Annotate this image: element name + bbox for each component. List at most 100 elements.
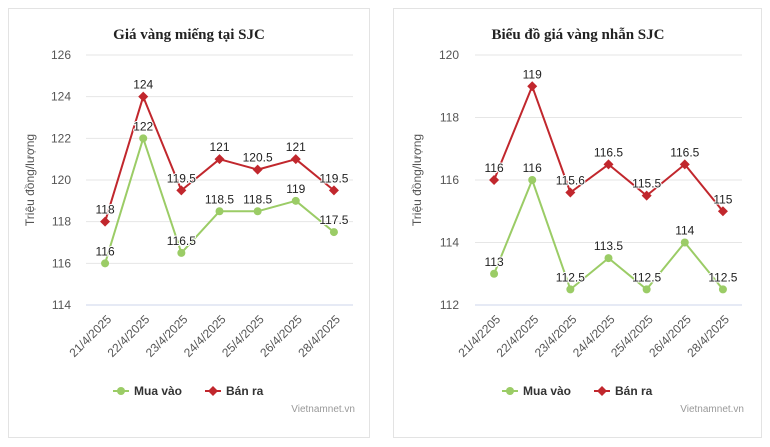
- legend-item-mua-vao[interactable]: Mua vào: [502, 384, 571, 398]
- x-tick-labels: 21/4/202522/4/202523/4/202524/4/202525/4…: [67, 312, 344, 360]
- ban-ra-data-label: 116.5: [670, 145, 699, 159]
- mua-vao-point-marker: [101, 259, 110, 268]
- ban-ra-data-label: 124: [133, 78, 153, 92]
- mua-vao-data-label: 122: [133, 119, 153, 133]
- mua-vao-point-marker: [680, 238, 689, 247]
- ban-ra-data-label: 115.6: [556, 174, 585, 188]
- x-tick-label: 28/4/2025: [684, 312, 732, 360]
- data-labels: 116 122 116.5 118.5 118.5 119 117.5 118 124 119.5…: [95, 77, 350, 260]
- mua-vao-data-label: 116: [96, 244, 115, 258]
- y-tick-label: 112: [440, 298, 459, 312]
- mua-vao-data-label: 114: [675, 224, 694, 238]
- mua-vao-data-label: 117.5: [319, 213, 348, 227]
- gold-bar-price-chart: Giá vàng miếng tại SJC Triệu đồng/lượng …: [8, 8, 370, 438]
- mua-vao-data-label: 112.5: [632, 270, 661, 284]
- mua-vao-point-marker: [253, 207, 262, 216]
- x-tick-label: 28/4/2025: [295, 312, 343, 360]
- y-axis-title: Triệu đồng/lượng: [23, 134, 37, 226]
- y-tick-label: 114: [440, 236, 459, 250]
- ban-ra-point-marker: [176, 185, 187, 196]
- y-tick-labels: 114 116 118 120 122 124 126: [51, 48, 71, 312]
- series-points: [489, 81, 728, 294]
- chart-canvas: Giá vàng miếng tại SJC Triệu đồng/lượng …: [23, 27, 355, 415]
- y-tick-label: 116: [440, 173, 459, 187]
- mua-vao-data-label: 112.5: [708, 270, 737, 284]
- y-axis-title: Triệu đồng/lượng: [410, 134, 424, 226]
- chart-title: Biểu đồ giá vàng nhẫn SJC: [492, 27, 665, 43]
- mua-vao-point-marker: [604, 254, 613, 263]
- legend-item-mua-vao[interactable]: Mua vào: [113, 384, 182, 398]
- ban-ra-point-marker: [565, 187, 576, 198]
- mua-vao-point-marker: [291, 196, 300, 205]
- series-points: [100, 91, 339, 268]
- mua-vao-point-marker: [528, 176, 537, 184]
- ban-ra-data-label: 121: [286, 140, 306, 154]
- ban-ra-data-label: 119.5: [167, 171, 196, 185]
- mua-vao-data-label: 118.5: [205, 192, 234, 206]
- legend-label: Bán ra: [226, 384, 264, 398]
- gold-ring-price-chart: Biểu đồ giá vàng nhẫn SJC Triệu đồng/lượ…: [393, 8, 762, 438]
- legend-label: Mua vào: [523, 384, 571, 398]
- y-tick-label: 120: [439, 48, 459, 62]
- legend-label: Bán ra: [615, 384, 653, 398]
- ban-ra-data-label: 119: [523, 67, 542, 81]
- legend-diamond-icon: [208, 386, 218, 396]
- mua-vao-data-label: 116: [523, 161, 542, 175]
- ban-ra-data-label: 116: [485, 161, 504, 175]
- y-tick-label: 126: [51, 48, 71, 62]
- ban-ra-point-marker: [328, 185, 339, 196]
- mua-vao-data-label: 116.5: [167, 234, 196, 248]
- chart-canvas: Biểu đồ giá vàng nhẫn SJC Triệu đồng/lượ…: [410, 27, 744, 415]
- mua-vao-point-marker: [718, 285, 727, 294]
- credit-link[interactable]: Vietnamnet.vn: [291, 404, 355, 415]
- ban-ra-data-label: 119.5: [319, 171, 348, 185]
- ban-ra-data-label: 121: [209, 140, 229, 154]
- y-tick-labels: 112 114 116 118 120: [439, 48, 459, 312]
- gridlines: [86, 54, 353, 306]
- legend-circle-icon: [117, 387, 125, 395]
- ban-ra-point-marker: [679, 159, 690, 170]
- mua-vao-point-marker: [490, 269, 499, 278]
- ban-ra-point-marker: [252, 164, 263, 175]
- mua-vao-point-marker: [642, 285, 651, 294]
- y-tick-label: 116: [52, 256, 71, 270]
- mua-vao-data-label: 118.5: [243, 192, 272, 206]
- legend-item-ban-ra[interactable]: Bán ra: [205, 384, 264, 398]
- mua-vao-data-label: 119: [286, 182, 305, 196]
- ban-ra-data-label: 115.5: [632, 177, 661, 191]
- mua-vao-data-label: 113.5: [594, 239, 623, 253]
- y-tick-label: 122: [51, 131, 71, 145]
- y-tick-label: 118: [440, 111, 459, 125]
- ban-ra-point-marker: [641, 190, 652, 201]
- ban-ra-data-label: 115: [713, 192, 732, 206]
- y-tick-label: 124: [51, 90, 71, 104]
- gridlines: [475, 54, 742, 306]
- ban-ra-point-marker: [717, 206, 728, 217]
- y-tick-label: 118: [52, 215, 71, 229]
- mua-vao-data-label: 113: [485, 255, 504, 269]
- ban-ra-data-label: 120.5: [243, 151, 273, 165]
- mua-vao-point-marker: [566, 285, 575, 294]
- mua-vao-point-marker: [139, 134, 148, 143]
- data-labels: 113 116 112.5 113.5 112.5 114 112.5 116 119 115.6…: [484, 66, 739, 285]
- ban-ra-point-marker: [489, 175, 500, 185]
- mua-vao-point-marker: [177, 248, 186, 257]
- ban-ra-point-marker: [290, 154, 301, 165]
- ban-ra-point-marker: [527, 81, 538, 92]
- mua-vao-point-marker: [215, 207, 224, 216]
- ban-ra-point-marker: [603, 159, 614, 170]
- mua-vao-data-label: 112.5: [556, 270, 585, 284]
- y-tick-label: 120: [51, 173, 71, 187]
- ban-ra-data-label: 118: [96, 203, 115, 217]
- legend-item-ban-ra[interactable]: Bán ra: [594, 384, 653, 398]
- chart-title: Giá vàng miếng tại SJC: [113, 27, 265, 43]
- credit-link[interactable]: Vietnamnet.vn: [680, 404, 744, 415]
- y-tick-label: 114: [52, 298, 71, 312]
- legend: Mua vào Bán ra: [113, 384, 264, 398]
- legend-label: Mua vào: [134, 384, 182, 398]
- ban-ra-data-label: 116.5: [594, 145, 623, 159]
- mua-vao-point-marker: [329, 228, 338, 237]
- legend-diamond-icon: [597, 386, 607, 396]
- ban-ra-point-marker: [100, 216, 111, 227]
- legend-circle-icon: [506, 387, 514, 395]
